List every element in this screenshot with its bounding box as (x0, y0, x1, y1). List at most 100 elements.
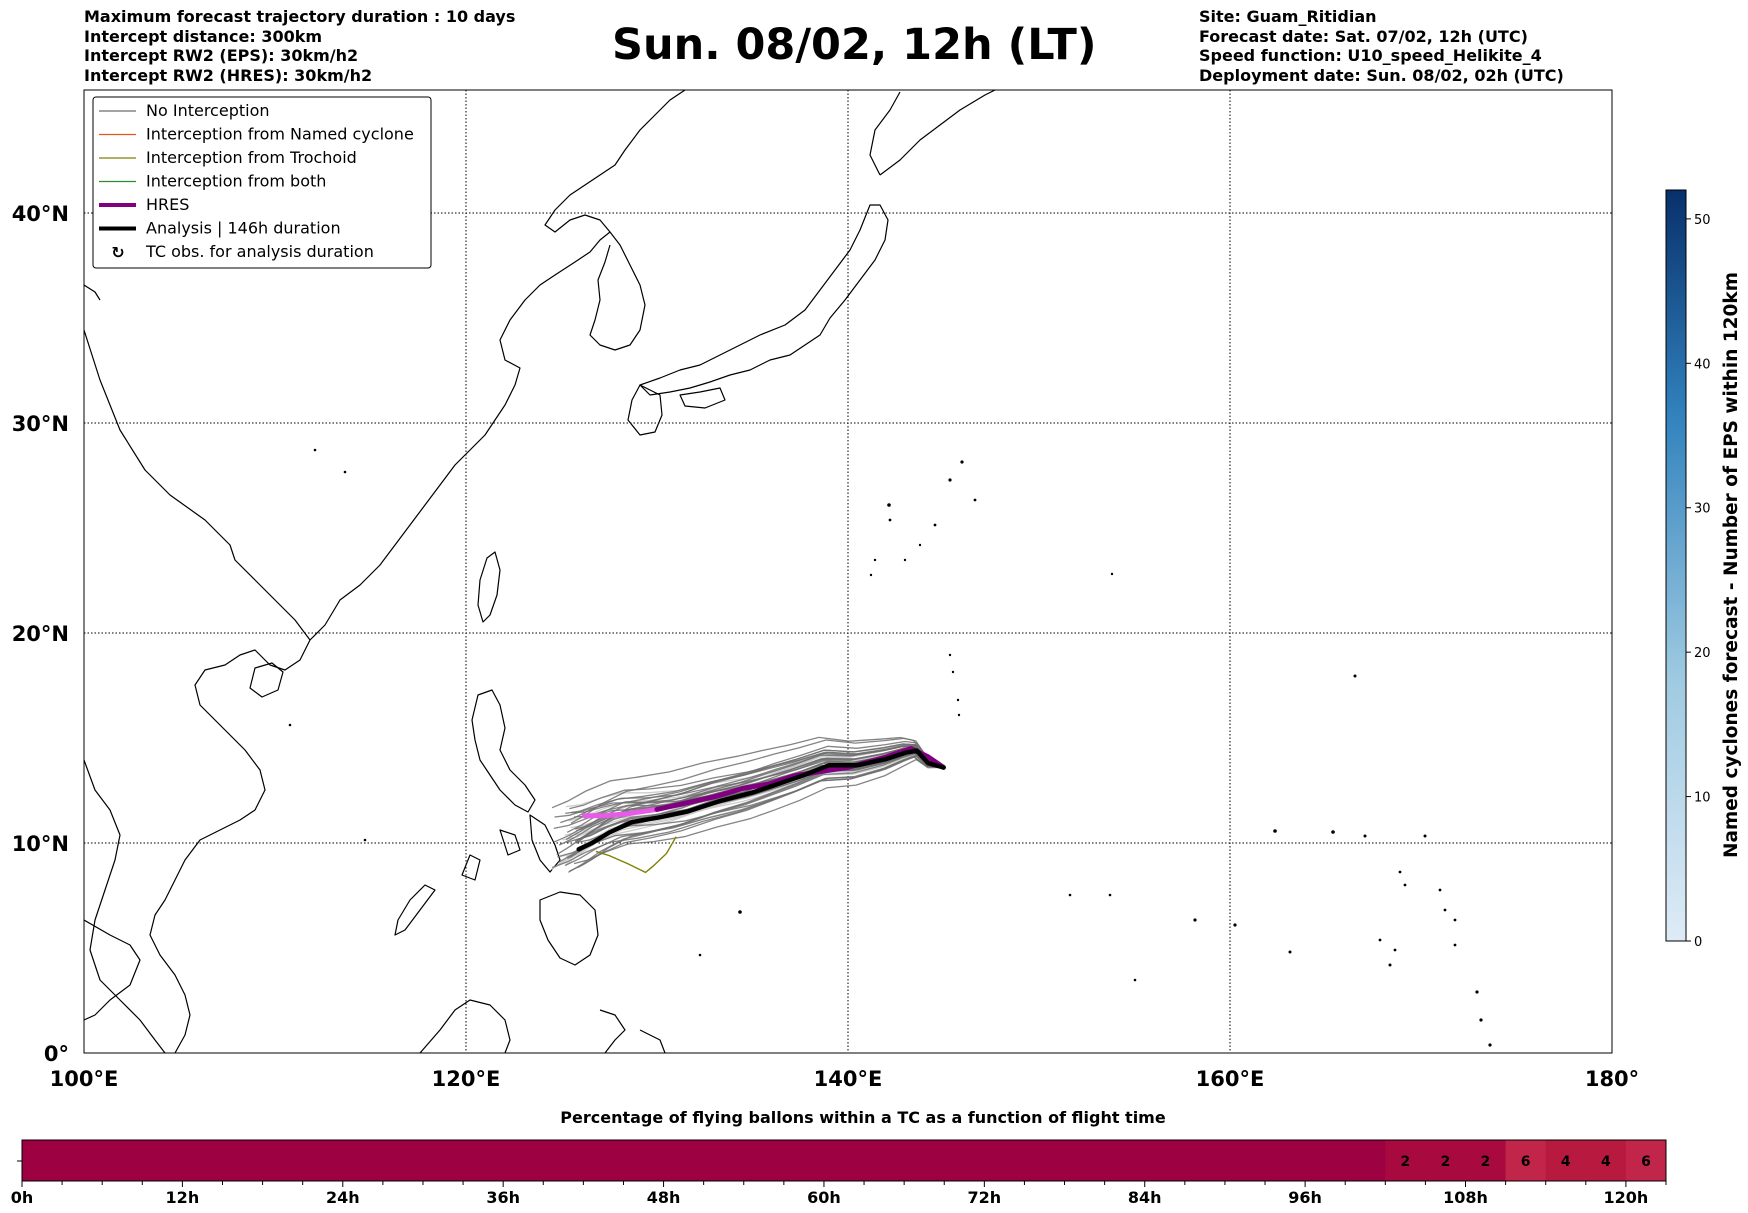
legend-label: Interception from Named cyclone (146, 125, 414, 144)
colorbar-tick-label: 20 (1694, 646, 1711, 661)
timeline-tick-label: 24h (326, 1188, 360, 1207)
longitude-ticks: 100°E 120°E 140°E 160°E 180° (50, 1067, 1640, 1091)
coastlines (84, 90, 996, 1053)
legend-label: Interception from both (146, 172, 326, 191)
timeline-bin-label: 4 (1601, 1154, 1611, 1170)
colorbar: 0 10 20 30 40 50 Named cyclones forecast - Nu… (1665, 189, 1742, 950)
legend-label: No Interception (146, 101, 270, 120)
timeline-tick-label: 0h (11, 1188, 34, 1207)
colorbar-label: Named cyclones forecast - Number of EPS … (1721, 272, 1742, 858)
lat-tick-label: 10°N (12, 832, 69, 856)
speed-function-text: Speed function: U10_speed_Helikite_4 (1199, 46, 1542, 65)
timeline-bin (1385, 1140, 1426, 1181)
lat-tick-label: 0° (44, 1042, 69, 1066)
colorbar-gradient (1665, 189, 1687, 942)
hokkaido-coast (869, 90, 996, 176)
lon-tick-label: 160°E (1196, 1067, 1265, 1091)
timeline-tick-label: 96h (1288, 1188, 1322, 1207)
timeline-tick-label: 120h (1604, 1188, 1649, 1207)
intercept-eps-text: Intercept RW2 (EPS): 30km/h2 (84, 46, 359, 65)
lat-tick-label: 20°N (12, 622, 69, 646)
lat-tick-label: 40°N (12, 202, 69, 226)
timeline-bin (1585, 1140, 1627, 1181)
mindanao-coast (539, 891, 599, 966)
lon-tick-label: 140°E (814, 1067, 883, 1091)
site-text: Site: Guam_Ritidian (1199, 7, 1377, 26)
legend: No Interception Interception from Named c… (92, 96, 432, 269)
honshu-coast (639, 204, 889, 396)
gridlines (84, 90, 1612, 1053)
timeline-bin (1625, 1140, 1667, 1181)
palawan-coast (394, 884, 436, 936)
indochina-coast (149, 639, 311, 1053)
timeline-tick-label: 108h (1443, 1188, 1488, 1207)
ensemble-trajectory (573, 758, 944, 865)
borneo-coast (419, 999, 511, 1053)
timeline-bin-label: 2 (1481, 1154, 1491, 1170)
colorbar-tick-label: 40 (1694, 357, 1711, 372)
ensemble-trajectory (569, 754, 944, 872)
timeline-bin (1545, 1140, 1587, 1181)
mainland-coast (84, 90, 686, 641)
timeline-bin (1505, 1140, 1547, 1181)
timeline-title: Percentage of flying ballons within a TC… (560, 1108, 1166, 1127)
timeline-bin-label: 6 (1521, 1154, 1531, 1170)
lat-tick-label: 30°N (12, 412, 69, 436)
lon-tick-label: 120°E (432, 1067, 501, 1091)
timeline-tick-label: 48h (647, 1188, 681, 1207)
legend-label: HRES (146, 195, 189, 214)
small-islands (288, 448, 1492, 1047)
ensemble-trajectory (577, 751, 944, 841)
tc-obs-icon: ↻ (111, 243, 124, 262)
sulawesi-coast (599, 1009, 666, 1053)
timeline-tick-label: 60h (807, 1188, 841, 1207)
colorbar-tick-label: 50 (1694, 213, 1711, 228)
taiwan-coast (477, 551, 501, 623)
shikoku-coast (679, 387, 726, 409)
timeline-bin (1465, 1140, 1507, 1181)
timeline-tick-label: 36h (486, 1188, 520, 1207)
timeline-bin-label: 6 (1641, 1154, 1651, 1170)
main-trajectories (576, 746, 946, 874)
hainan-coast (249, 662, 284, 698)
deployment-date-text: Deployment date: Sun. 08/02, 02h (UTC) (1199, 65, 1564, 85)
colorbar-tick-label: 10 (1694, 791, 1711, 806)
page-title: Sun. 08/02, 12h (LT) (612, 20, 1097, 70)
ensemble-trajectory (570, 737, 944, 824)
timeline-bin-label: 2 (1400, 1154, 1410, 1170)
lon-tick-label: 100°E (50, 1067, 119, 1091)
legend-label: Interception from Trochoid (146, 148, 357, 167)
analysis-trajectory (576, 748, 946, 852)
ensemble-trajectory (564, 753, 944, 867)
timeline-tick-label: 84h (1128, 1188, 1162, 1207)
gulf-thailand-coast (84, 759, 166, 1053)
forecast-date-text: Forecast date: Sat. 07/02, 12h (UTC) (1199, 26, 1528, 46)
kyushu-coast (627, 384, 663, 436)
trochoid-trajectory (595, 836, 677, 874)
timeline: Percentage of flying ballons within a TC… (11, 1108, 1667, 1207)
colorbar-tick-label: 0 (1694, 935, 1702, 950)
max-duration-text: Maximum forecast trajectory duration : 1… (84, 7, 516, 26)
legend-box (92, 96, 432, 269)
intercept-distance-text: Intercept distance: 300km (84, 26, 323, 46)
header-left: Maximum forecast trajectory duration : 1… (84, 7, 515, 85)
ensemble-trajectory (557, 756, 944, 858)
korea-coast (589, 231, 646, 351)
timeline-bin-label: 4 (1561, 1154, 1571, 1170)
ensemble-trajectory (560, 745, 944, 824)
hres-trajectory-faded (581, 806, 660, 819)
legend-label: TC obs. for analysis duration (145, 242, 374, 261)
latitude-ticks: 0° 10°N 20°N 30°N 40°N (12, 202, 69, 1066)
intercept-hres-text: Intercept RW2 (HRES): 30km/h2 (84, 65, 373, 85)
lon-tick-label: 180° (1585, 1067, 1639, 1091)
timeline-tick-label: 72h (968, 1188, 1002, 1207)
timeline-tick-label: 12h (166, 1188, 200, 1207)
luzon-coast (471, 689, 536, 813)
timeline-bin (1425, 1140, 1467, 1181)
legend-label: Analysis | 146h duration (146, 219, 341, 238)
colorbar-tick-label: 30 (1694, 502, 1711, 517)
header-right: Site: Guam_Ritidian Forecast date: Sat. … (1199, 7, 1564, 85)
malay-coast (84, 919, 141, 1021)
timeline-bin-label: 2 (1441, 1154, 1451, 1170)
